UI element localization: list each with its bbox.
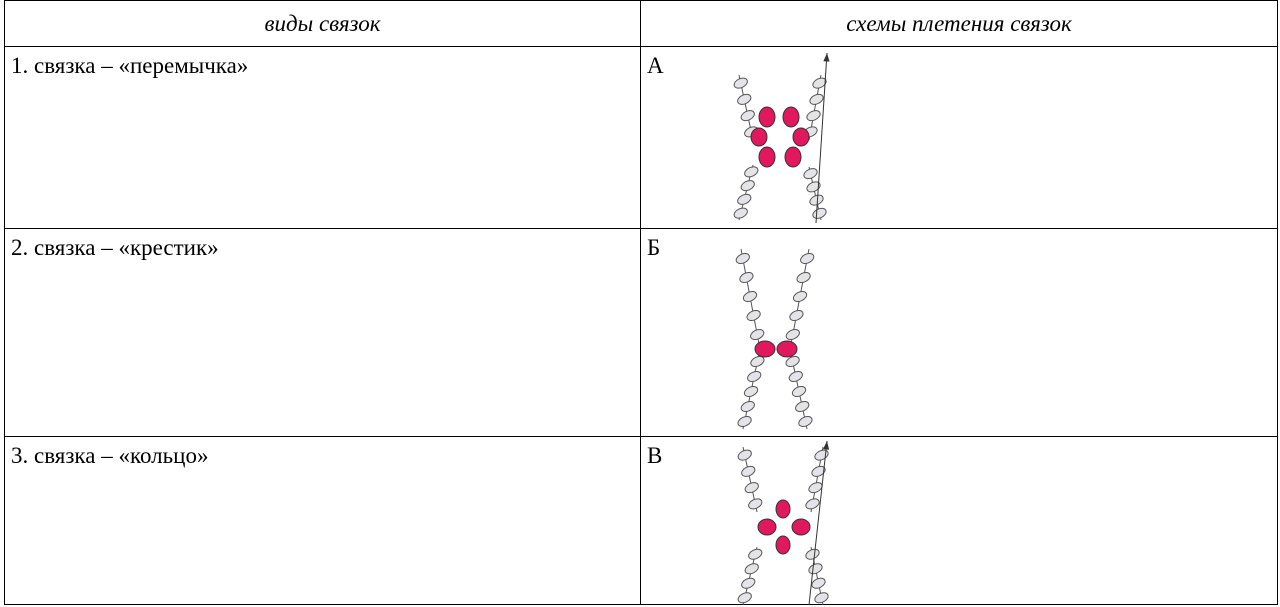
grey-bead: [740, 180, 755, 192]
grey-bead: [806, 181, 821, 193]
grey-bead: [809, 194, 824, 206]
pink-bead: [750, 127, 768, 147]
grey-bead: [791, 385, 807, 398]
grey-bead: [737, 592, 752, 604]
pink-bead: [775, 535, 791, 555]
pink-bead: [784, 146, 802, 168]
grey-bead: [744, 482, 759, 494]
pink-bead: [776, 340, 798, 358]
pink-bead: [792, 127, 810, 147]
cell: А: [640, 46, 1278, 229]
thread: [808, 440, 828, 606]
cell: 2. связка – «крестик»: [4, 228, 641, 437]
grey-bead: [811, 465, 826, 477]
grey-bead: [789, 309, 804, 322]
grey-bead: [744, 166, 759, 178]
grey-bead: [750, 355, 765, 368]
grey-bead: [785, 355, 800, 368]
grey-bead: [737, 93, 752, 105]
grey-bead: [740, 110, 755, 122]
pink-bead: [758, 146, 776, 168]
header-cell: виды связок: [4, 0, 641, 47]
grey-bead: [744, 563, 759, 575]
grey-bead: [796, 271, 811, 284]
grey-bead: [733, 207, 748, 219]
grey-bead: [814, 592, 829, 604]
row: 3. связка – «кольцо» В: [4, 436, 1278, 606]
beading-table: виды связок схемы плетения связок 1. свя…: [4, 0, 1278, 606]
grey-bead: [743, 385, 759, 398]
cell-label: В: [647, 443, 663, 468]
pink-bead: [791, 518, 811, 536]
grey-bead: [737, 193, 752, 205]
grey-bead: [737, 449, 752, 461]
pink-bead: [757, 518, 777, 536]
grey-bead: [812, 207, 827, 219]
pink-bead: [782, 106, 800, 128]
arrow-head: [823, 441, 830, 450]
grey-bead: [748, 498, 763, 510]
cell: Б: [640, 228, 1278, 437]
row: 2. связка – «крестик» Б: [4, 228, 1278, 437]
grey-bead: [737, 415, 752, 428]
header-cell: схемы плетения связок: [640, 0, 1278, 47]
scheme-b: [735, 248, 815, 430]
grey-bead: [812, 77, 827, 89]
grey-bead: [811, 577, 826, 589]
arrow-head: [823, 53, 830, 62]
grey-bead: [741, 465, 756, 477]
grey-bead: [806, 110, 821, 122]
grey-bead: [809, 93, 824, 105]
grey-bead: [792, 290, 808, 303]
row: 1. связка – «перемычка» А: [4, 46, 1278, 229]
grey-bead: [795, 400, 810, 413]
cell: 3. связка – «кольцо»: [4, 436, 641, 605]
grey-bead: [740, 400, 755, 413]
grey-bead: [750, 328, 765, 341]
grey-bead: [798, 415, 813, 428]
grey-bead: [814, 449, 829, 461]
grey-bead: [803, 168, 818, 180]
grey-bead: [746, 309, 761, 322]
thread: [815, 52, 828, 224]
grey-bead: [788, 370, 803, 383]
pink-bead: [758, 106, 776, 128]
cell: 1. связка – «перемычка»: [4, 46, 641, 229]
grey-bead: [808, 563, 823, 575]
grey-bead: [747, 370, 762, 383]
cell: В: [640, 436, 1278, 606]
cell-label: А: [647, 53, 664, 78]
pink-bead: [754, 340, 776, 358]
pink-bead: [775, 499, 791, 519]
grey-bead: [785, 328, 800, 341]
grey-bead: [739, 271, 754, 284]
grey-bead: [735, 252, 750, 265]
grey-bead: [742, 290, 758, 303]
grey-bead: [741, 577, 756, 589]
cell-label: Б: [647, 235, 661, 260]
grey-bead: [748, 548, 763, 560]
grey-bead: [805, 498, 820, 510]
scheme-c: [737, 440, 830, 606]
scheme-a: [733, 52, 830, 224]
header-row: виды связок схемы плетения связок: [4, 0, 1278, 47]
grey-bead: [733, 77, 748, 89]
grey-bead: [805, 548, 820, 560]
grey-bead: [800, 252, 815, 265]
